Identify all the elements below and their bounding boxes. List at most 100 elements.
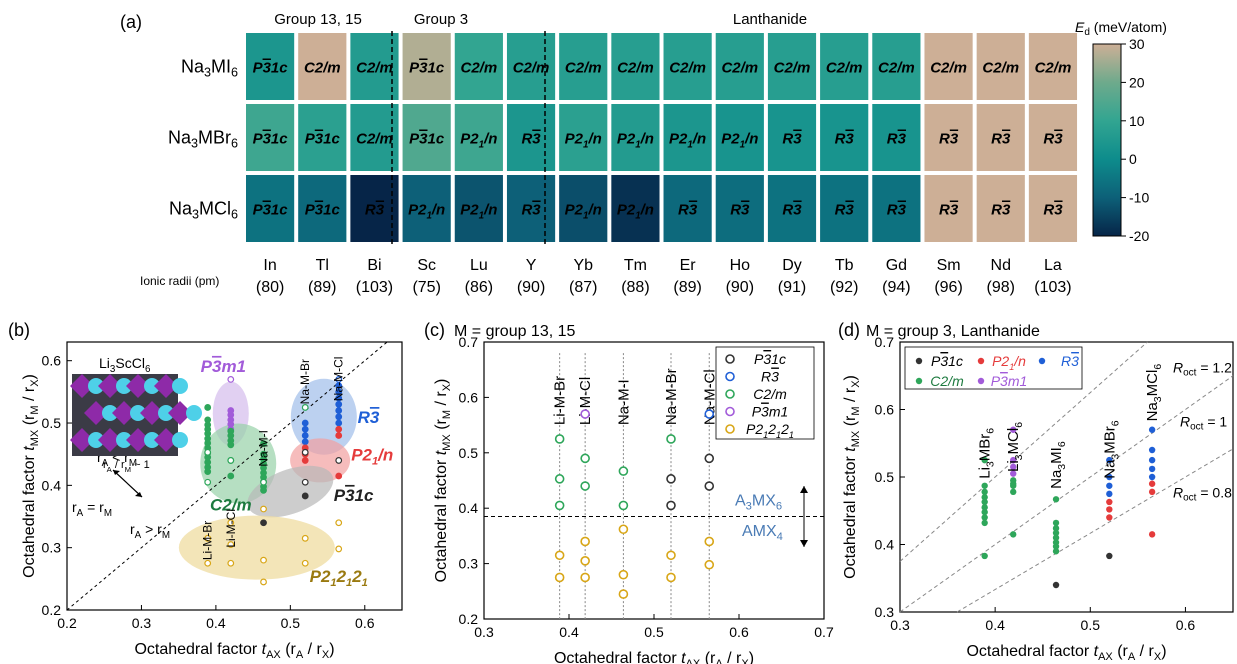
heatmap-cell [767,104,817,171]
heatmap-cell [872,33,921,100]
relation-arrow [112,469,143,498]
phase-label-p21n: P21/n [351,445,393,467]
data-point [335,432,343,439]
roct-line [899,375,1234,613]
data-point [335,413,343,421]
legend-box [904,346,1083,390]
column-label: Bi [367,257,381,274]
heatmap-phase-label: C2/m [356,131,393,148]
heatmap-cell [246,175,295,242]
boundary-label-a3mx6: A3MX6 [735,492,782,512]
data-point [335,425,343,433]
data-point [335,400,343,408]
column-label: Y [526,257,537,274]
heatmap-phase-label: P31c [253,202,289,219]
ionic-radius: (103) [1034,279,1071,296]
data-point [981,494,988,501]
column-label: Tb [835,257,854,274]
heatmap-phase-label: R3 [835,131,855,148]
ionic-radius: (91) [778,279,806,296]
colorbar-tick-label: 10 [1129,113,1145,129]
column-label: Na-M-Br [298,359,312,404]
y-tick-label: 0.6 [459,389,479,405]
data-point [704,536,715,547]
legend-marker [725,406,735,417]
ionic-radii-label: Ionic radii (pm) [140,274,219,288]
heatmap-phase-label: R3 [835,202,855,219]
x-tick-label: 0.6 [1176,617,1196,633]
octahedron [98,374,122,398]
column-label: Ho [730,257,751,274]
legend-marker [1038,357,1046,365]
heatmap-cell [350,175,399,242]
row-label: Na3MI6 [181,57,238,80]
data-point [204,559,212,567]
roct-line [899,341,1148,562]
data-point [1148,426,1156,433]
heatmap-cell [872,104,921,171]
legend-label: R3 [1061,353,1079,369]
data-point [335,394,343,402]
data-point [227,559,235,567]
group-label-13-15: Group 13, 15 [274,11,362,28]
heatmap-phase-label: P31c [409,60,445,77]
heatmap-cell [350,104,399,171]
heatmap-phase-label: R3 [991,131,1011,148]
heatmap-cell [820,33,869,100]
x-axis-title: Octahedral factor tAX (rA / rX) [966,643,1166,663]
group-label: Li3MBr6 [977,428,997,479]
column-label: Lu [470,257,488,274]
data-point [981,519,988,527]
ionic-radius: (96) [934,279,962,296]
heatmap-cell [1028,33,1078,100]
heatmap-phase-label: P31c [253,60,289,77]
y-tick-label: 0.3 [459,556,479,572]
data-point [1052,525,1060,532]
y-axis-title: Octahedral factor tMX (rM / rX) [433,379,453,583]
arrow-head [800,486,808,494]
panel-c-points [554,409,715,599]
phase-label-p31c: P31c [334,486,374,505]
data-point [301,404,309,411]
panel-c: (c) M = group 13, 15 0.3 0.4 0.5 0.6 0.70.20… [424,320,834,664]
heatmap-phase-label: R3 [939,131,959,148]
legend-marker [977,357,985,365]
heatmap-cell [506,33,556,100]
heatmap-cell [924,104,973,171]
legend-label: P212121 [746,421,794,440]
heatmap-phase-label: C2/m [669,60,706,77]
arrow-head [113,470,120,475]
ionic-radius: (90) [726,279,754,296]
legend-label: R3 [761,369,779,385]
heatmap-cell [454,104,503,171]
heatmap-cell [611,104,660,171]
heatmap-cell [454,33,503,100]
data-point [1010,477,1017,484]
data-point [1010,488,1017,496]
y-tick-label: 0.4 [459,500,479,516]
heatmap-phase-label: P31c [305,131,341,148]
octahedron [112,401,136,425]
data-point [335,382,343,390]
heatmap-phase-label: R3 [365,202,385,219]
column-labels: In (80) Tl (89) Bi (103) Sc (75) Lu (86) Y (90) Yb (8… [256,257,1072,296]
heatmap-cell [715,33,764,100]
column-label: Sc [417,257,436,274]
heatmap-cells: P31c C2/m C2/m P31c C2/m C2/m C2/m C2/m C2/m C2/m… [246,33,1078,242]
panel-b-frame [66,341,403,611]
data-point [1148,488,1156,496]
heatmap-phase-label: C2/m [356,60,393,77]
heatmap-phase-label: R3 [939,202,959,219]
row-labels: Na3MI6 Na3MBr6 Na3MCl6 [168,57,238,222]
heatmap-cell [454,175,503,242]
ionic-radius: (103) [356,279,393,296]
heatmap-phase-label: P21/n [721,131,758,151]
data-point [981,552,988,560]
data-point [227,472,235,480]
data-point [335,545,343,553]
column-label: Na-M-Cl [332,357,346,402]
atom [88,378,104,394]
phase-label-p212121: P212121 [310,567,368,589]
column-label: Li-M-Br [201,521,215,560]
column-label: Tl [316,257,329,274]
